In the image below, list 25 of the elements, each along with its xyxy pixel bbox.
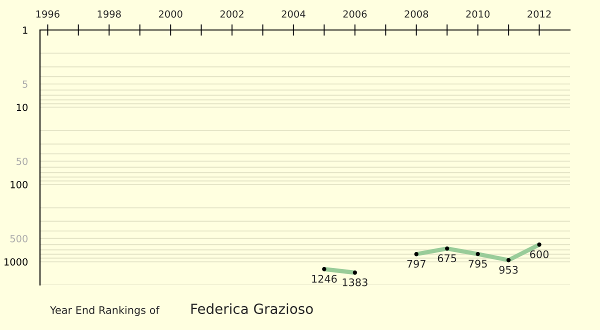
x-tick-label: 1996 <box>36 10 60 18</box>
text: Federica Grazioso <box>191 303 313 314</box>
y-tick-label: 100 <box>10 180 28 188</box>
x-tick-label: 2012 <box>528 10 551 18</box>
data-label: 953 <box>499 266 518 274</box>
text: Year End Rankings of <box>50 306 160 316</box>
data-label: 1246 <box>312 274 337 283</box>
y-tick-label: 50 <box>16 158 28 166</box>
x-tick-label: 2006 <box>343 10 367 18</box>
data-label: 675 <box>438 254 456 262</box>
x-tick-label: 2008 <box>404 10 428 18</box>
y-tick-label: 5 <box>22 80 28 88</box>
x-tick-label: 1998 <box>98 10 121 18</box>
y-tick-label: 500 <box>10 234 28 242</box>
y-tick-label: 1000 <box>4 258 28 266</box>
x-tick-label: 2004 <box>282 10 306 18</box>
data-label: 600 <box>530 250 549 258</box>
x-tick-label: 2000 <box>158 10 182 18</box>
data-label: 1383 <box>342 278 368 286</box>
y-tick-label: 10 <box>16 104 28 112</box>
data-label: 797 <box>407 260 426 268</box>
y-tick-label: 1 <box>23 26 28 34</box>
x-tick-label: 2010 <box>466 10 490 18</box>
x-tick-label: 2002 <box>220 10 244 18</box>
data-label: 795 <box>468 260 487 268</box>
